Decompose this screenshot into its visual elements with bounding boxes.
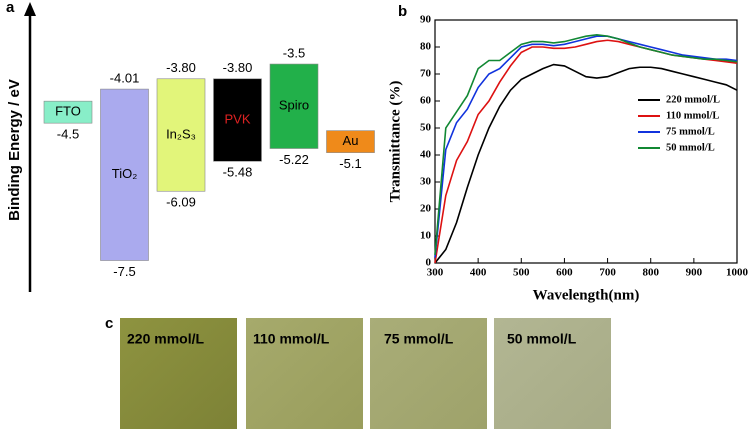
material-label: FTO	[55, 104, 81, 119]
level-label: -3.80	[223, 60, 253, 75]
energy-band	[100, 88, 149, 261]
x-tick-label: 300	[427, 267, 444, 279]
energy-level	[326, 130, 375, 153]
y-tick-label: 10	[420, 230, 432, 242]
plot-frame	[434, 19, 738, 264]
level-label: -4.01	[110, 71, 140, 86]
y-axis-title: Transmittance (%)	[387, 81, 403, 203]
y-axis-title: Binding Energy / eV	[6, 79, 23, 221]
energy-band	[269, 63, 319, 149]
y-tick-label: 30	[420, 176, 432, 188]
y-tick-label: 0	[426, 257, 432, 269]
x-tick-label: 800	[642, 267, 659, 279]
photo-label: 110 mmol/L	[253, 331, 330, 347]
x-tick-label: 700	[599, 267, 616, 279]
photo-label: 50 mmol/L	[507, 331, 577, 347]
legend-label: 110 mmol/L	[666, 110, 719, 121]
y-tick-label: 60	[420, 95, 432, 107]
material-label: In₂S₃	[166, 126, 196, 141]
line-chart: 300 400 500 600 700 800 900 1000 0 10 20 30 40 50 60 70…	[387, 14, 748, 304]
energy-band	[156, 78, 206, 192]
y-tick-label: 70	[420, 68, 432, 80]
material-label: PVK	[224, 111, 250, 126]
photo-label: 220 mmol/L	[127, 331, 204, 347]
x-tick-label: 1000	[726, 267, 749, 279]
y-tick-label: 80	[420, 41, 432, 53]
arrow-head	[24, 2, 36, 16]
level-label: -6.09	[166, 195, 196, 210]
level-label: -5.48	[223, 165, 253, 180]
level-label: -3.80	[166, 60, 196, 75]
panel-letter: c	[105, 315, 113, 332]
material-label: TiO₂	[112, 166, 138, 181]
series-line	[434, 35, 738, 258]
y-tick-label: 20	[420, 203, 432, 215]
level-label: -4.5	[57, 127, 79, 142]
x-axis-title: Wavelength(nm)	[533, 287, 640, 303]
y-tick-label: 40	[420, 149, 432, 161]
series-line	[434, 34, 738, 255]
y-tick-label: 90	[420, 14, 432, 26]
legend-label: 50 mmol/L	[666, 142, 715, 153]
x-tick-label: 400	[470, 267, 487, 279]
level-label: -3.5	[283, 45, 305, 60]
legend-label: 220 mmol/L	[666, 94, 720, 105]
photo	[246, 318, 363, 429]
photo	[370, 318, 487, 429]
panel-letter: a	[6, 0, 15, 16]
material-label: Spiro	[279, 98, 309, 113]
energy-level	[43, 100, 93, 124]
material-label: Au	[343, 133, 359, 148]
panel-letter: b	[398, 3, 407, 20]
x-tick-label: 500	[513, 267, 530, 279]
level-label: -5.1	[339, 156, 361, 171]
x-tick-label: 600	[556, 267, 573, 279]
photo	[120, 318, 237, 429]
series-line	[434, 63, 738, 264]
level-label: -5.22	[279, 152, 309, 167]
y-tick-label: 50	[420, 122, 432, 134]
energy-band	[213, 78, 262, 162]
photo-label: 75 mmol/L	[384, 331, 454, 347]
level-label: -7.5	[113, 264, 135, 279]
legend-label: 75 mmol/L	[666, 126, 715, 137]
photo	[494, 318, 611, 429]
energy-diagram: FTO -4.5 -4.01 -7.5 TiO₂ -3.80 -6.09 In₂S₃ -3.80…	[43, 45, 375, 279]
x-tick-label: 900	[686, 267, 703, 279]
